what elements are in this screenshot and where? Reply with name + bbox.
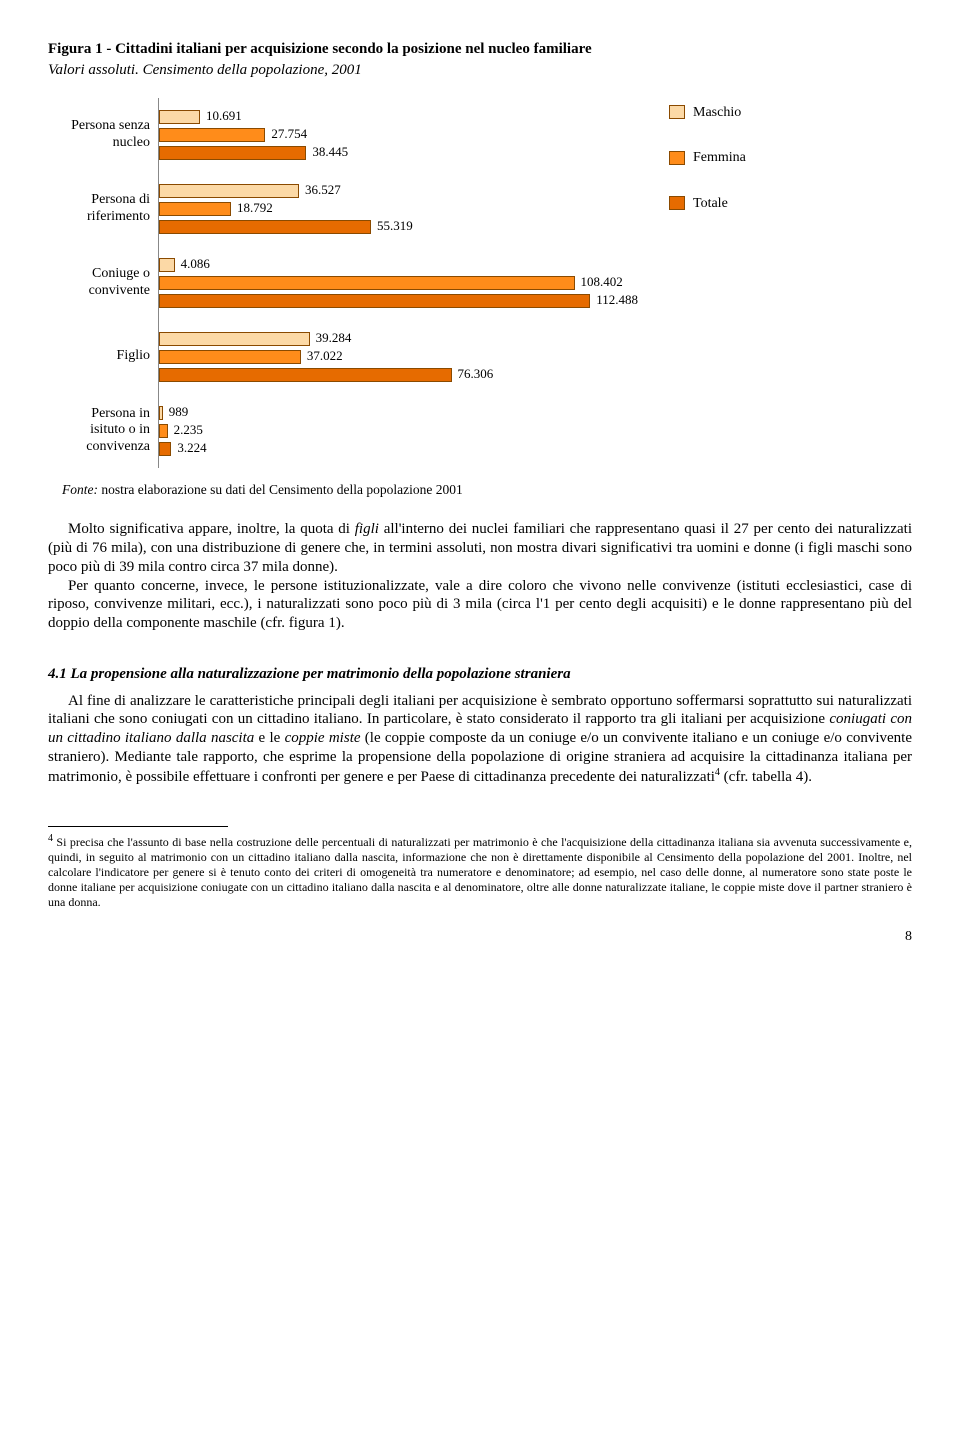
legend-item: Femmina xyxy=(669,149,746,167)
bar-value-label: 989 xyxy=(169,404,189,420)
bar-value-label: 27.754 xyxy=(271,126,307,142)
bar-value-label: 4.086 xyxy=(181,256,210,272)
bar-value-label: 112.488 xyxy=(596,292,638,308)
category-label: Persona diriferimento xyxy=(48,172,158,246)
bar: 108.402 xyxy=(159,275,639,291)
category-label: Persona inisituto o inconvivenza xyxy=(48,394,158,468)
bar: 55.319 xyxy=(159,219,639,235)
bar: 38.445 xyxy=(159,145,639,161)
bar: 2.235 xyxy=(159,423,639,439)
figure-title: Figura 1 - Cittadini italiani per acquis… xyxy=(48,40,912,59)
figure-source: Fonte: nostra elaborazione su dati del C… xyxy=(62,482,912,499)
legend-label: Maschio xyxy=(693,104,741,122)
bar-value-label: 38.445 xyxy=(312,144,348,160)
bar: 27.754 xyxy=(159,127,639,143)
section-heading: 4.1 La propensione alla naturalizzazione… xyxy=(48,665,912,684)
legend-swatch xyxy=(669,196,685,210)
category-label: Figlio xyxy=(48,320,158,394)
category-label: Coniuge oconvivente xyxy=(48,246,158,320)
footnote: 4 Si precisa che l'assunto di base nella… xyxy=(48,833,912,910)
bar-value-label: 10.691 xyxy=(206,108,242,124)
category-label: Persona senzanucleo xyxy=(48,98,158,172)
bar: 4.086 xyxy=(159,257,639,273)
legend-swatch xyxy=(669,105,685,119)
bar-value-label: 39.284 xyxy=(316,330,352,346)
paragraph: Per quanto concerne, invece, le persone … xyxy=(48,577,912,633)
legend-label: Totale xyxy=(693,195,728,213)
bar: 76.306 xyxy=(159,367,639,383)
bar: 10.691 xyxy=(159,109,639,125)
bar-value-label: 37.022 xyxy=(307,348,343,364)
bar-value-label: 108.402 xyxy=(581,274,623,290)
bar-value-label: 18.792 xyxy=(237,200,273,216)
bar: 36.527 xyxy=(159,183,639,199)
chart: Persona senzanucleoPersona diriferimento… xyxy=(48,98,912,468)
bar-value-label: 76.306 xyxy=(458,366,494,382)
bar: 989 xyxy=(159,405,639,421)
bar-value-label: 3.224 xyxy=(177,440,206,456)
page-number: 8 xyxy=(48,928,912,946)
bar: 37.022 xyxy=(159,349,639,365)
legend-item: Maschio xyxy=(669,104,746,122)
bar: 3.224 xyxy=(159,441,639,457)
legend-label: Femmina xyxy=(693,149,746,167)
bar: 18.792 xyxy=(159,201,639,217)
paragraph: Molto significativa appare, inoltre, la … xyxy=(48,520,912,576)
paragraph: Al fine di analizzare le caratteristiche… xyxy=(48,692,912,787)
bar: 39.284 xyxy=(159,331,639,347)
bar: 112.488 xyxy=(159,293,639,309)
bar-value-label: 36.527 xyxy=(305,182,341,198)
legend: Maschio Femmina Totale xyxy=(669,104,746,241)
bar-value-label: 2.235 xyxy=(174,422,203,438)
figure-subtitle: Valori assoluti. Censimento della popola… xyxy=(48,61,912,80)
footnote-separator xyxy=(48,826,228,827)
bar-value-label: 55.319 xyxy=(377,218,413,234)
legend-swatch xyxy=(669,151,685,165)
legend-item: Totale xyxy=(669,195,746,213)
